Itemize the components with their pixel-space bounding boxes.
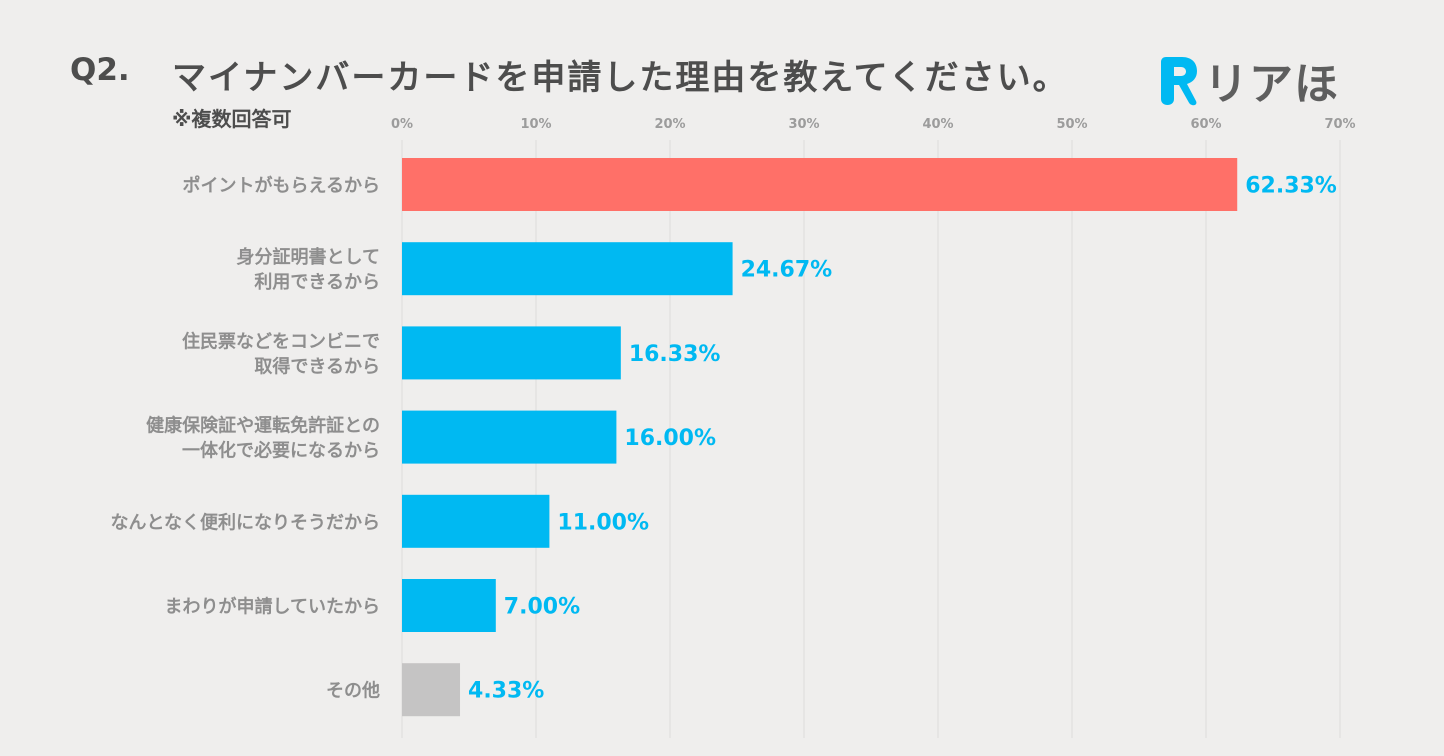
value-label: 7.00% xyxy=(504,595,580,620)
category-label: なんとなく便利になりそうだから xyxy=(111,511,380,533)
bar xyxy=(402,242,733,296)
bar xyxy=(402,158,1238,211)
category-label: その他 xyxy=(326,680,380,702)
multiple-answer-note: ※複数回答可 xyxy=(172,107,292,131)
brand-logo: リアほ xyxy=(1156,52,1339,110)
value-label: 62.33% xyxy=(1245,174,1337,199)
x-tick-label: 70% xyxy=(1324,117,1355,132)
logo-text: リアほ xyxy=(1204,59,1339,110)
x-tick-label: 10% xyxy=(520,117,551,132)
x-tick-label: 40% xyxy=(922,117,953,132)
category-label: 住民票などをコンビニで xyxy=(182,330,380,352)
x-tick-label: 60% xyxy=(1190,117,1221,132)
bar xyxy=(402,494,550,548)
bar xyxy=(402,579,496,632)
category-label: 利用できるから xyxy=(254,271,380,293)
question-number: Q2. xyxy=(70,52,130,88)
category-label: 健康保険証や運転免許証との xyxy=(146,415,380,437)
category-label: 一体化で必要になるから xyxy=(182,440,380,462)
logo-r-icon xyxy=(1161,57,1197,106)
bar xyxy=(402,326,621,380)
x-tick-label: 50% xyxy=(1056,117,1087,132)
value-label: 24.67% xyxy=(741,258,833,283)
category-label: 身分証明書として xyxy=(237,246,380,268)
x-tick-label: 30% xyxy=(788,117,819,132)
value-label: 16.00% xyxy=(624,426,716,451)
value-label: 16.33% xyxy=(629,342,721,367)
bar xyxy=(402,663,461,717)
x-tick-label: 0% xyxy=(391,117,413,132)
category-label: ポイントがもらえるから xyxy=(183,175,380,197)
value-label: 11.00% xyxy=(557,510,649,535)
bar xyxy=(402,410,617,464)
page-title: マイナンバーカードを申請した理由を教えてください。 xyxy=(172,58,1069,98)
category-label: 取得できるから xyxy=(254,355,380,377)
value-label: 4.33% xyxy=(468,679,544,704)
category-label: まわりが申請していたから xyxy=(165,596,380,618)
x-tick-label: 20% xyxy=(654,117,685,132)
